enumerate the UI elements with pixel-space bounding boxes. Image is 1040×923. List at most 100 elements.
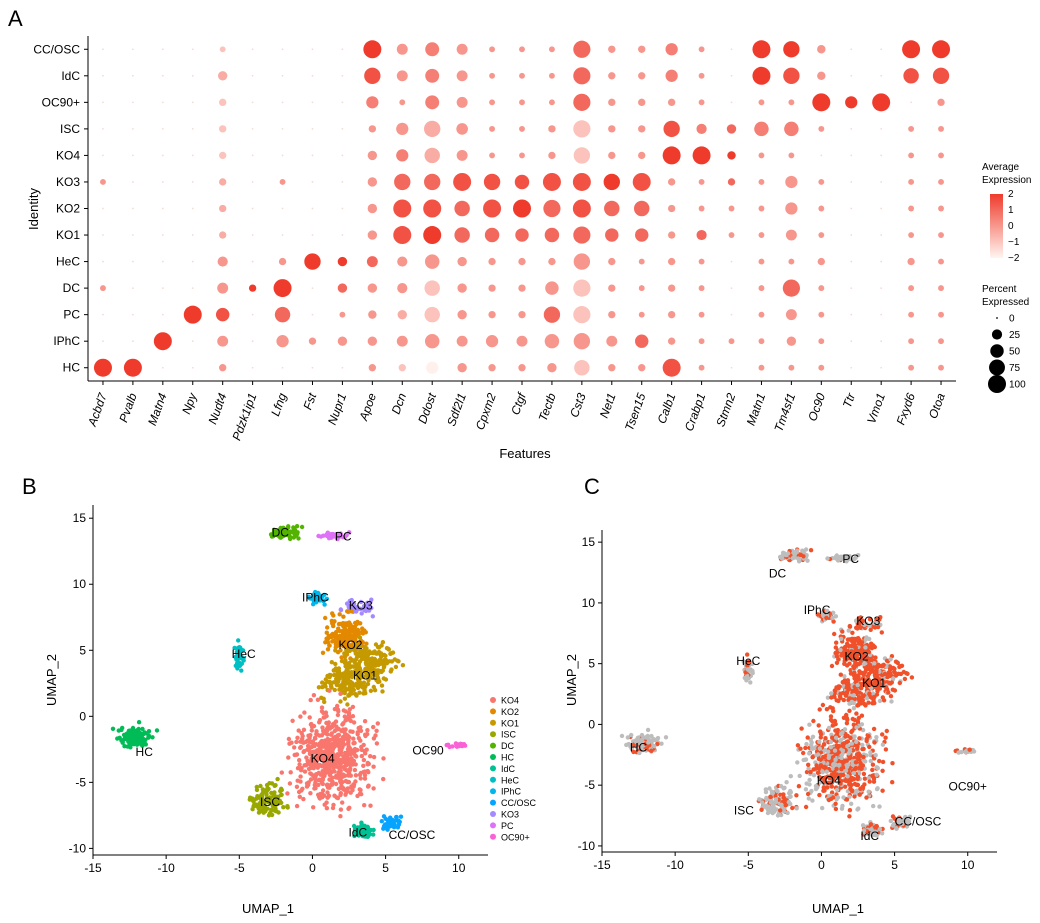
dot-mark <box>456 43 468 55</box>
umap-b-cell <box>251 798 256 804</box>
umap-b-cell <box>338 607 343 612</box>
dot-mark <box>102 48 104 51</box>
dot-mark <box>484 227 500 243</box>
umap-b-cell <box>347 707 352 712</box>
umap-c-cell <box>820 702 826 708</box>
dot-mark <box>937 98 945 107</box>
umap-b-cell <box>354 630 359 635</box>
umap-b-cell <box>234 657 239 662</box>
gene-label: Nupr1 <box>325 391 349 427</box>
umap-b-cell <box>284 528 289 533</box>
umap-b-cell <box>286 755 291 760</box>
dot-mark <box>311 127 314 130</box>
dot-mark <box>341 74 344 77</box>
umap-b-cell <box>374 673 380 679</box>
umap-b-cell <box>281 805 286 810</box>
umap-b-cell <box>378 668 383 674</box>
umap-b-cell <box>357 666 363 671</box>
umap-c-cell <box>867 691 872 696</box>
umap-b-cell <box>316 777 321 783</box>
dot-mark <box>251 101 254 104</box>
umap-b-cell <box>355 685 361 691</box>
dot-plot-xlabel: Features <box>499 446 551 461</box>
umap-b-cell <box>351 671 356 676</box>
umap-b-cell <box>362 773 368 778</box>
umap-b-legend-swatch <box>490 799 496 806</box>
dot-plot-gene-labels: Acbd7 Pvalb Matn4 Npy Nudt4 Pdzk1ip1 Lfng Fst Nu… <box>85 381 948 442</box>
umap-b-cell <box>398 814 404 819</box>
dot-mark <box>131 127 134 130</box>
umap-c-cell <box>852 717 857 723</box>
umap-c-cell <box>832 718 838 724</box>
umap-c-cell <box>833 555 838 560</box>
umap-b-cell <box>324 596 330 601</box>
dot-mark <box>845 96 858 109</box>
umap-b-cell <box>125 731 130 736</box>
umap-c-cell <box>844 690 849 695</box>
umap-b-cell <box>319 705 325 710</box>
umap-b-cell <box>394 814 399 820</box>
umap-b-cell <box>279 792 284 797</box>
umap-b-ylabel: UMAP_2 <box>44 654 59 706</box>
dot-mark <box>393 226 412 245</box>
dot-mark <box>548 99 555 106</box>
umap-b-legend-label: KO3 <box>501 810 519 820</box>
umap-b-cell <box>326 536 332 541</box>
umap-b-cell <box>330 639 335 644</box>
dot-mark <box>311 181 314 183</box>
dot-mark <box>698 364 705 371</box>
dot-mark <box>123 358 142 377</box>
umap-c-cell <box>833 806 839 812</box>
umap-b-cell <box>368 670 374 675</box>
dot-mark <box>341 127 344 130</box>
dot-mark <box>311 313 314 316</box>
umap-b-cell <box>341 641 346 646</box>
umap-b-cell <box>129 739 134 744</box>
umap-c-x-tick-label: -10 <box>666 858 684 872</box>
umap-c-cell <box>867 636 872 642</box>
dot-mark <box>423 199 442 218</box>
dot-mark <box>396 122 409 136</box>
dot-mark <box>424 306 440 323</box>
umap-b-y-tick-label: 5 <box>79 643 86 657</box>
gene-label: Tectb <box>536 391 559 423</box>
umap-b-cell <box>323 710 329 715</box>
umap-b-cell <box>377 679 382 684</box>
umap-c-cell <box>877 698 883 704</box>
umap-b-cell <box>368 600 373 605</box>
dot-mark <box>161 101 164 104</box>
legend-pct-tick-label: 50 <box>1009 347 1021 358</box>
umap-c-cell <box>852 781 858 787</box>
dot-mark <box>908 179 915 185</box>
legend-avg-tick-label: −2 <box>1008 253 1020 264</box>
umap-c-cell <box>892 688 898 693</box>
umap-b-cell <box>346 751 351 756</box>
umap-b-cell <box>379 658 384 664</box>
umap-b-cell <box>340 772 346 777</box>
gene-label: Tm4sf1 <box>771 391 798 433</box>
gene-label: Oc90 <box>805 391 828 423</box>
umap-c-cell <box>815 752 821 757</box>
dot-mark <box>850 234 853 236</box>
dot-mark <box>758 179 765 185</box>
umap-b-cell <box>340 735 345 740</box>
umap-b-cell <box>358 644 363 649</box>
umap-c-cell <box>832 688 837 693</box>
umap-b-cell <box>142 730 147 735</box>
dot-mark <box>902 40 921 59</box>
umap-c-cell <box>874 786 880 792</box>
dot-mark <box>638 285 645 292</box>
umap-b-cell <box>349 658 354 663</box>
umap-b-cell <box>391 822 396 827</box>
umap-b-cell <box>307 762 313 767</box>
umap-b-cell <box>248 795 253 800</box>
umap-b-cell <box>311 805 316 810</box>
umap-b-cell <box>392 657 397 662</box>
umap-b-cell <box>362 803 367 808</box>
umap-b-cell <box>339 655 344 660</box>
umap-c-cell <box>839 636 844 641</box>
umap-b-cell <box>364 747 369 752</box>
umap-c-cell <box>777 554 783 560</box>
umap-c-cell <box>823 736 828 741</box>
